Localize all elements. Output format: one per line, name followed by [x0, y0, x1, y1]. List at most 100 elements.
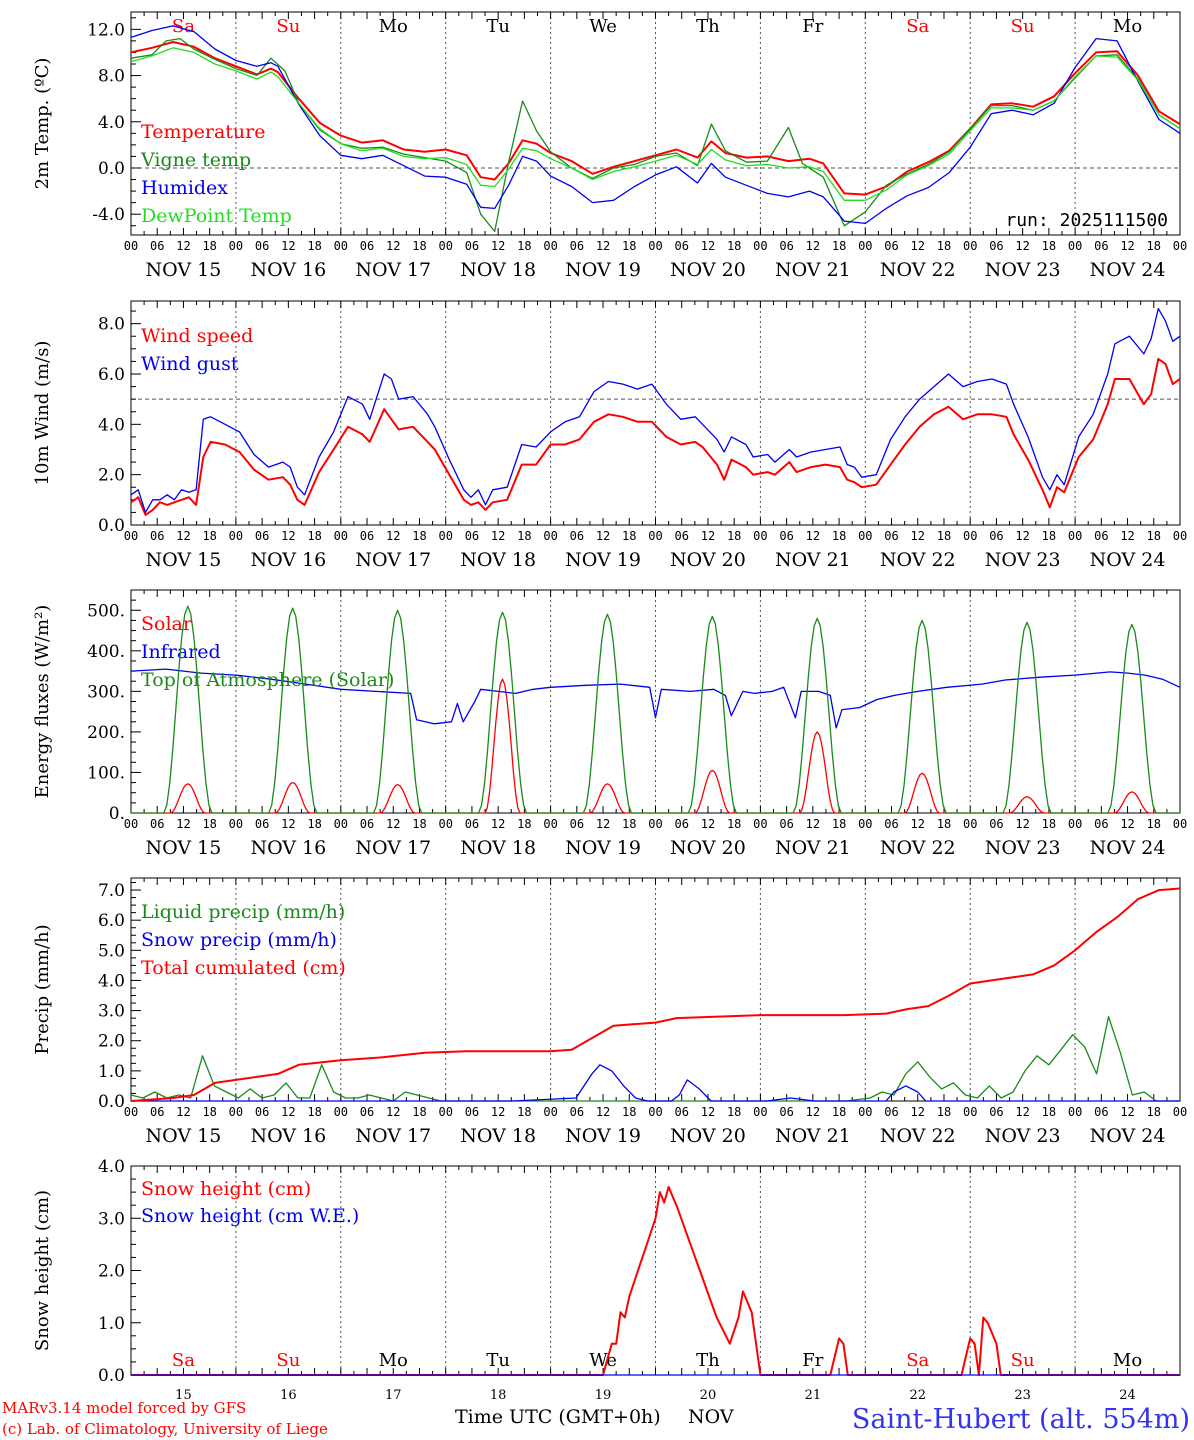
hour-tick-label: 06 [150, 817, 164, 831]
hour-tick-label: 12 [596, 817, 610, 831]
hour-tick-label: 12 [911, 1105, 925, 1119]
hour-tick-label: 18 [517, 1105, 531, 1119]
hour-tick-label: 12 [281, 529, 295, 543]
date-label: NOV 18 [460, 837, 536, 859]
temp-panel: -4.0 0.0 4.0 8.0 12.0 2m Temp. (ºC) 00 06 12 18 00… [32, 11, 1187, 281]
y-tick-label: 0. [109, 804, 125, 824]
y-tick-label: 12.0 [87, 20, 125, 40]
wind-wind-speed-line [130, 357, 1181, 516]
hour-tick-label: 18 [622, 817, 636, 831]
legend-entry: Wind gust [141, 353, 239, 375]
hour-tick-label: 06 [1094, 817, 1108, 831]
legend-entry: Snow height (cm) [141, 1178, 311, 1200]
hour-tick-label: 00 [963, 1105, 977, 1119]
hour-tick-label: 18 [412, 817, 426, 831]
y-tick-label: -4.0 [92, 205, 125, 225]
hour-tick-label: 00 [438, 1105, 452, 1119]
hour-tick-label: 00 [229, 1105, 243, 1119]
month-label: NOV [688, 1406, 734, 1428]
day-name-label: We [589, 1350, 617, 1371]
hour-tick-label: 00 [1068, 817, 1082, 831]
hour-tick-label: 00 [229, 817, 243, 831]
legend-entry: Top of Atmosphere (Solar) [141, 669, 394, 691]
hour-tick-label: 00 [753, 817, 767, 831]
y-tick-label: 4.0 [98, 415, 125, 435]
day-name-label: Su [1011, 16, 1035, 37]
hour-tick-label: 12 [911, 529, 925, 543]
snow-snow-height-cm--line [131, 1185, 1180, 1376]
hour-tick-label: 00 [1173, 1105, 1187, 1119]
temp-dewpoint-temp-line [130, 47, 1181, 201]
y-tick-label: 1.0 [98, 1062, 125, 1082]
hour-tick-label: 00 [963, 817, 977, 831]
energy-infrared-line [130, 668, 1181, 729]
date-label: NOV 15 [146, 259, 222, 281]
hour-tick-label: 18 [517, 529, 531, 543]
hour-tick-label: 12 [176, 239, 190, 253]
hour-tick-label: 12 [596, 529, 610, 543]
hour-tick-label: 18 [517, 817, 531, 831]
day-name-label: We [589, 16, 617, 37]
hour-tick-label: 12 [596, 1105, 610, 1119]
hour-tick-label: 18 [307, 529, 321, 543]
y-tick-label: 100. [87, 763, 125, 783]
date-label: NOV 18 [460, 259, 536, 281]
date-label: NOV 18 [460, 1125, 536, 1147]
hour-tick-label: 12 [281, 817, 295, 831]
legend-entry: Vigne temp [140, 149, 251, 171]
run-annotation: run: 2025111500 [1005, 210, 1168, 231]
day-number-label: 23 [1014, 1388, 1031, 1403]
hour-tick-label: 06 [150, 239, 164, 253]
hour-tick-label: 12 [806, 817, 820, 831]
y-tick-label: 7.0 [98, 881, 125, 901]
hour-tick-label: 00 [1173, 817, 1187, 831]
hour-tick-label: 06 [360, 529, 374, 543]
hour-tick-label: 12 [911, 239, 925, 253]
day-number-label: 20 [700, 1388, 717, 1403]
day-name-label: Sa [906, 1350, 929, 1371]
hour-tick-label: 06 [465, 817, 479, 831]
hour-tick-label: 06 [570, 529, 584, 543]
hour-tick-label: 06 [884, 817, 898, 831]
date-label: NOV 16 [250, 837, 326, 859]
date-label: NOV 19 [565, 259, 641, 281]
day-name-label: Fr [802, 1350, 823, 1371]
temp-temperature-line [130, 41, 1181, 196]
legend-entry: Total cumulated (cm) [141, 957, 346, 979]
y-tick-label: 5.0 [98, 941, 125, 961]
hour-tick-label: 06 [150, 1105, 164, 1119]
hour-tick-label: 12 [701, 529, 715, 543]
day-number-label: 19 [595, 1388, 612, 1403]
day-name-label: Fr [802, 16, 823, 37]
temp-humidex-line [130, 25, 1181, 225]
hour-tick-label: 18 [412, 239, 426, 253]
day-name-label: Mo [379, 16, 408, 37]
date-label: NOV 22 [880, 549, 956, 571]
day-number-label: 16 [280, 1388, 297, 1403]
hour-tick-label: 00 [1068, 1105, 1082, 1119]
hour-tick-label: 06 [360, 239, 374, 253]
hour-tick-label: 00 [858, 239, 872, 253]
hour-tick-label: 18 [727, 1105, 741, 1119]
hour-tick-label: 18 [832, 529, 846, 543]
hour-tick-label: 12 [701, 817, 715, 831]
hour-tick-label: 00 [334, 817, 348, 831]
hour-tick-label: 06 [884, 1105, 898, 1119]
hour-tick-label: 18 [832, 1105, 846, 1119]
hour-tick-label: 18 [1042, 817, 1056, 831]
energy-top-of-atmosphere-solar--line [131, 605, 1180, 814]
hour-tick-label: 00 [334, 1105, 348, 1119]
day-number-label: 21 [805, 1388, 822, 1403]
hour-tick-label: 00 [124, 1105, 138, 1119]
date-label: NOV 24 [1090, 837, 1166, 859]
hour-tick-label: 06 [465, 529, 479, 543]
hour-tick-label: 12 [1120, 239, 1134, 253]
hour-tick-label: 00 [648, 239, 662, 253]
hour-tick-label: 12 [176, 529, 190, 543]
day-name-label: Su [276, 1350, 300, 1371]
hour-tick-label: 18 [1147, 529, 1161, 543]
hour-tick-label: 00 [648, 529, 662, 543]
day-number-label: 22 [909, 1388, 926, 1403]
hour-tick-label: 00 [648, 817, 662, 831]
